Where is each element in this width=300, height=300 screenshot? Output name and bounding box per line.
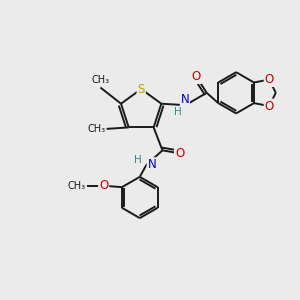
Text: S: S [137, 82, 145, 95]
Text: O: O [265, 100, 274, 112]
Text: H: H [174, 107, 182, 117]
Text: O: O [99, 179, 108, 192]
Text: O: O [265, 73, 274, 86]
Text: N: N [181, 93, 189, 106]
Text: O: O [175, 147, 184, 160]
Text: CH₃: CH₃ [87, 124, 105, 134]
Text: H: H [134, 155, 142, 165]
Text: CH₃: CH₃ [91, 75, 110, 85]
Text: O: O [192, 70, 201, 83]
Text: CH₃: CH₃ [68, 181, 86, 191]
Text: N: N [147, 158, 156, 171]
